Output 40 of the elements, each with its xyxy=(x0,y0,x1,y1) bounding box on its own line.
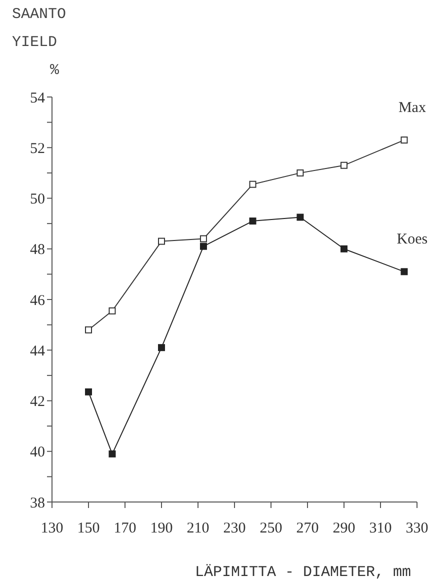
point xyxy=(200,242,207,250)
x-tick-label: 290 xyxy=(332,520,356,537)
y-tick-label: 48 xyxy=(30,242,45,258)
x-tick-label: 330 xyxy=(406,520,428,537)
y-tick-label: 50 xyxy=(30,192,45,208)
point xyxy=(108,450,116,458)
point xyxy=(249,180,256,188)
point xyxy=(400,136,408,144)
series-label: Max xyxy=(398,100,426,116)
y-tick-label: 40 xyxy=(30,444,45,461)
y-tick-label: 42 xyxy=(30,394,45,410)
x-tick-label: 170 xyxy=(114,520,136,537)
x-tick-label: 230 xyxy=(223,520,246,537)
x-tick-label: 250 xyxy=(260,520,282,537)
point xyxy=(158,344,165,352)
point xyxy=(85,326,92,334)
y-tick-label: 44 xyxy=(30,343,46,360)
x-tick-label: 150 xyxy=(77,520,100,537)
y-tick-label: 52 xyxy=(30,140,45,157)
x-tick-label: 210 xyxy=(186,520,210,537)
y-tick-label: 46 xyxy=(30,292,46,309)
x-axis-title: LÄPIMITTA - DIAMETER, mm xyxy=(194,564,411,581)
y-axis-title: SAANTO YIELD % xyxy=(12,6,66,79)
point xyxy=(340,162,348,169)
x-tick-label: 310 xyxy=(369,520,392,537)
point xyxy=(296,214,304,221)
point xyxy=(249,218,256,225)
x-tick-label: 130 xyxy=(40,520,64,537)
point xyxy=(108,307,116,314)
point xyxy=(85,388,92,396)
y-tick-label: 38 xyxy=(30,495,45,512)
point xyxy=(400,268,408,276)
series-label: Koes xyxy=(396,232,428,248)
x-tick-label: 270 xyxy=(296,520,319,537)
point xyxy=(158,238,165,245)
point xyxy=(296,169,304,176)
point xyxy=(340,245,348,252)
y-tick-label: 54 xyxy=(30,90,46,106)
x-tick-label: 190 xyxy=(150,520,173,537)
point xyxy=(200,235,207,242)
